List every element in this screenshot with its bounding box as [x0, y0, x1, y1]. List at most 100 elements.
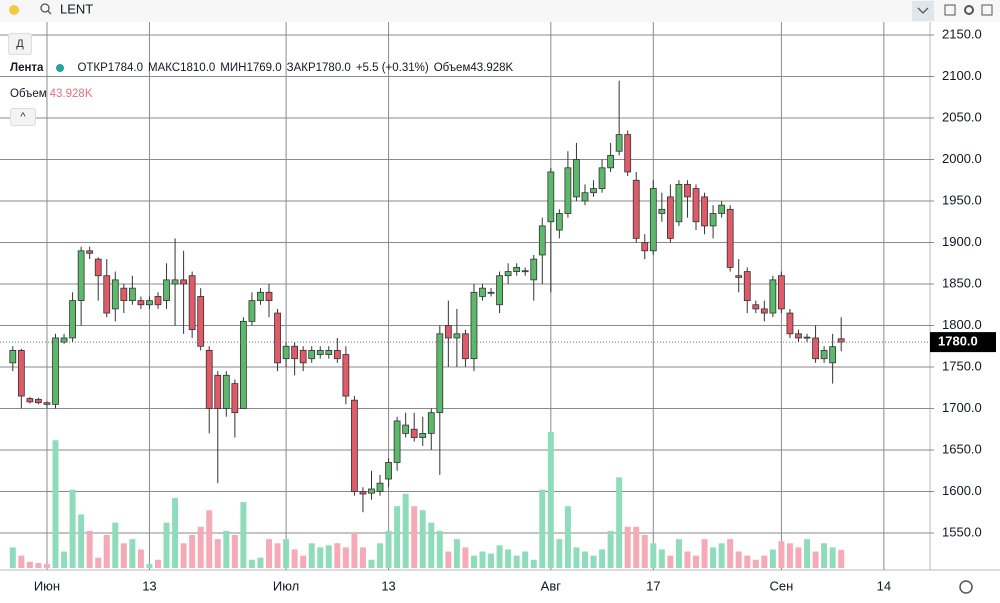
- candle-body: [803, 336, 811, 339]
- volume-bar: [607, 530, 614, 568]
- legend-dot: [56, 64, 65, 72]
- volume-bar: [377, 543, 384, 568]
- collapse-button[interactable]: [912, 1, 934, 21]
- y-tick-label: 1700.0: [942, 400, 982, 415]
- volume-bar: [26, 561, 33, 568]
- candle-body: [239, 320, 247, 409]
- collapse-icon: [917, 7, 929, 14]
- volume-bar: [86, 530, 93, 568]
- candle-body: [137, 300, 145, 306]
- candle-body: [86, 250, 94, 254]
- x-tick-label: Сен: [769, 578, 793, 593]
- candle-body: [368, 488, 375, 494]
- legend-item-value: 1810.0: [180, 62, 216, 74]
- x-tick-label: Июл: [273, 578, 299, 593]
- candle-body: [453, 333, 461, 339]
- candle-body: [479, 287, 486, 297]
- volume-bar: [821, 543, 828, 568]
- search-icon[interactable]: [40, 3, 50, 13]
- candle-body: [590, 188, 597, 194]
- volume-bar: [103, 535, 110, 568]
- candle-body: [675, 184, 683, 223]
- candle-body: [43, 402, 51, 405]
- volume-bar: [786, 543, 793, 568]
- y-tick-label: 2150.0: [942, 26, 982, 41]
- volume-bar: [291, 549, 298, 568]
- symbol-input[interactable]: LENT: [60, 1, 93, 16]
- legend-item-value: 1780.0: [315, 62, 351, 74]
- candle-body: [231, 383, 239, 414]
- volume-bar: [744, 555, 751, 568]
- candle-body: [35, 398, 42, 404]
- volume-bar: [411, 506, 418, 568]
- candle-body: [487, 291, 495, 294]
- candle-body: [26, 398, 34, 403]
- last-price-box: [930, 332, 996, 353]
- y-tick-label: 1850.0: [942, 275, 982, 290]
- volume-bar: [351, 532, 358, 568]
- window-button[interactable]: [944, 4, 956, 16]
- volume-bar: [240, 502, 247, 568]
- candle-body: [564, 167, 572, 214]
- volume-bar: [667, 555, 674, 568]
- volume-bar: [223, 530, 230, 568]
- volume-bar: [658, 549, 665, 568]
- volume-bar: [146, 563, 153, 568]
- legend-volume-value: 43.928K: [470, 62, 514, 74]
- candle-body: [444, 325, 452, 339]
- volume-bar: [428, 522, 435, 568]
- camera-button[interactable]: [981, 4, 993, 16]
- volume-bar: [334, 543, 341, 568]
- candle-body: [222, 374, 230, 409]
- volume-bar: [505, 549, 512, 568]
- volume-bar: [590, 555, 597, 568]
- candle-body: [778, 275, 785, 310]
- candle-body: [521, 270, 529, 273]
- volume-bar: [812, 551, 819, 568]
- volume-bar: [453, 539, 460, 568]
- volume-bar: [633, 526, 640, 568]
- volume-bar: [385, 530, 392, 568]
- volume-bar: [684, 551, 691, 568]
- interval-button[interactable]: Д: [8, 33, 32, 55]
- candle-body: [718, 204, 726, 214]
- candle-body: [248, 300, 256, 322]
- candle-body: [658, 208, 666, 214]
- candle-body: [103, 275, 111, 314]
- x-tick-label: 17: [646, 578, 660, 593]
- volume-bar: [599, 549, 606, 568]
- search-icon-handle: [47, 10, 52, 15]
- volume-bar: [624, 526, 631, 568]
- settings-button[interactable]: [964, 5, 974, 15]
- candle-body: [94, 258, 102, 277]
- candle-body: [359, 491, 367, 495]
- y-tick-label: 2000.0: [942, 151, 982, 166]
- candle-body: [427, 412, 435, 434]
- collapse-legend[interactable]: ^: [10, 108, 36, 126]
- volume-bar: [112, 522, 119, 568]
- y-tick-label: 1900.0: [942, 234, 982, 249]
- candle-body: [60, 337, 68, 343]
- candle-body: [111, 279, 119, 310]
- volume-bar: [180, 543, 187, 568]
- volume-bar: [616, 477, 623, 568]
- candle-body: [205, 350, 213, 409]
- volume-bar: [206, 510, 213, 568]
- volume-bar: [795, 547, 802, 568]
- candle-body: [555, 213, 563, 231]
- candle-body: [154, 296, 162, 306]
- candle-body: [752, 304, 760, 310]
- legend-name: Лента: [10, 62, 44, 74]
- y-tick-label: 1950.0: [942, 192, 982, 207]
- legend-item-value: 1784.0: [107, 62, 143, 74]
- volume-bar: [513, 555, 520, 568]
- candle-body: [376, 482, 384, 492]
- volume-legend-value: 43.928K: [49, 88, 93, 100]
- volume-bar: [9, 547, 16, 568]
- legend-item: ОТКР1784.0: [77, 62, 143, 74]
- legend-item: МАКС1810.0: [148, 62, 215, 74]
- candle-body: [692, 188, 700, 223]
- volume-bar: [573, 547, 580, 568]
- axis-settings[interactable]: [959, 580, 973, 594]
